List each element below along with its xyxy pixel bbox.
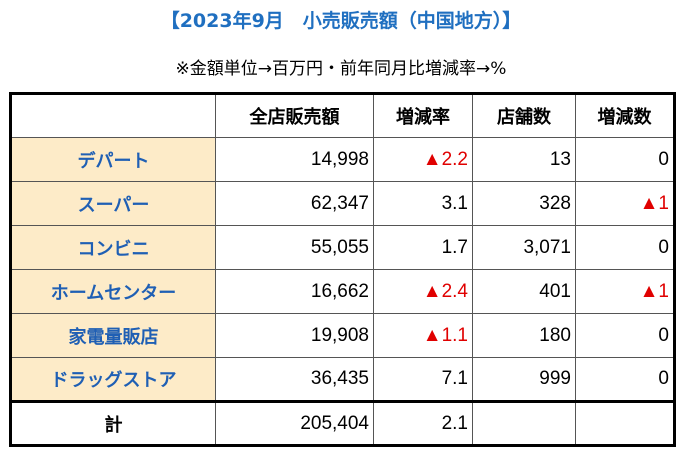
row-sales: 36,435 [215,357,374,402]
table-row: ドラッグストア 36,435 7.1 999 0 [10,357,675,402]
total-sales: 205,404 [215,400,374,446]
row-stores: 328 [472,181,576,226]
header-blank [10,93,216,138]
row-change: ▲1 [575,269,675,314]
row-change: 0 [575,357,675,402]
row-change: 0 [575,313,675,358]
row-category: 家電量販店 [10,313,216,358]
row-change: 0 [575,225,675,270]
table-row: 家電量販店 19,908 ▲1.1 180 0 [10,313,675,358]
units-note: ※金額単位→百万円・前年同月比増減率→% [175,59,507,79]
row-rate: ▲2.4 [373,269,473,314]
row-stores: 180 [472,313,576,358]
row-rate: 3.1 [373,181,473,226]
total-stores [472,400,576,446]
total-rate: 2.1 [373,400,473,446]
row-sales: 62,347 [215,181,374,226]
table-row: スーパー 62,347 3.1 328 ▲1 [10,181,675,226]
row-category: ホームセンター [10,269,216,314]
row-rate: ▲2.2 [373,137,473,182]
retail-sales-table: 全店販売額 増減率 店舗数 増減数 デパート 14,998 ▲2.2 13 0 … [9,92,676,447]
table-row: ホームセンター 16,662 ▲2.4 401 ▲1 [10,269,675,314]
total-row: 計 205,404 2.1 [10,400,675,446]
table-row: コンビニ 55,055 1.7 3,071 0 [10,225,675,270]
row-rate: 1.7 [373,225,473,270]
row-sales: 55,055 [215,225,374,270]
header-rate: 増減率 [373,93,473,138]
header-sales: 全店販売額 [215,93,374,138]
total-label: 計 [10,400,216,446]
row-change: 0 [575,137,675,182]
header-stores: 店舗数 [472,93,576,138]
row-sales: 14,998 [215,137,374,182]
row-stores: 3,071 [472,225,576,270]
table-header-row: 全店販売額 増減率 店舗数 増減数 [10,93,675,138]
row-sales: 16,662 [215,269,374,314]
total-change [575,400,675,446]
row-change: ▲1 [575,181,675,226]
header-change: 増減数 [575,93,675,138]
row-category: ドラッグストア [10,357,216,402]
row-sales: 19,908 [215,313,374,358]
row-category: デパート [10,137,216,182]
row-category: コンビニ [10,225,216,270]
row-stores: 13 [472,137,576,182]
row-stores: 401 [472,269,576,314]
row-category: スーパー [10,181,216,226]
row-rate: 7.1 [373,357,473,402]
page-title: 【2023年9月 小売販売額（中国地方）】 [160,10,522,32]
row-rate: ▲1.1 [373,313,473,358]
table-row: デパート 14,998 ▲2.2 13 0 [10,137,675,182]
row-stores: 999 [472,357,576,402]
